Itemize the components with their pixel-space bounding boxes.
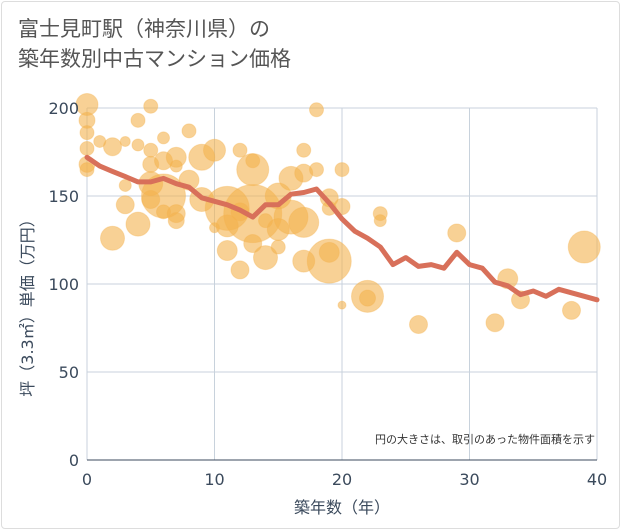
transaction-bubble — [232, 142, 248, 158]
bubble-size-note: 円の大きさは、取引のあった物件面積を示す — [375, 432, 595, 446]
transaction-bubble — [359, 289, 376, 307]
x-tick-label: 0 — [82, 470, 92, 489]
x-tick-label: 40 — [587, 470, 607, 489]
transaction-bubble — [131, 138, 145, 152]
transaction-bubble — [143, 142, 159, 158]
transaction-bubble — [143, 98, 159, 114]
transaction-bubble — [567, 230, 601, 264]
x-axis-ticks: 0 10 20 30 40 — [82, 470, 607, 489]
average-price-polyline — [84, 154, 600, 303]
y-tick-label: 150 — [48, 187, 79, 206]
transaction-bubble — [485, 313, 505, 333]
transaction-bubble — [309, 102, 324, 118]
transaction-bubble — [409, 314, 428, 334]
transaction-bubble — [270, 239, 286, 255]
transaction-bubble — [115, 195, 135, 215]
transaction-bubble — [337, 300, 347, 310]
transaction-bubbles — [75, 92, 601, 334]
y-tick-label: 100 — [48, 275, 79, 294]
y-axis-ticks: 0 50 100 150 200 — [48, 99, 79, 470]
chart-title-line-1: 富士見町駅（神奈川県）の — [18, 17, 270, 41]
transaction-bubble — [288, 206, 320, 238]
y-tick-label: 200 — [48, 99, 79, 118]
transaction-bubble — [447, 223, 467, 243]
transaction-bubble — [562, 300, 581, 320]
chart-title: 富士見町駅（神奈川県）の 築年数別中古マンション価格 — [18, 14, 291, 74]
transaction-bubble — [169, 159, 183, 173]
transaction-bubble — [118, 178, 132, 192]
transaction-bubble — [216, 240, 238, 262]
transaction-bubble — [103, 137, 122, 157]
y-tick-label: 50 — [59, 363, 79, 382]
transaction-bubble — [130, 112, 146, 128]
transaction-bubble — [309, 162, 324, 178]
transaction-bubble — [79, 140, 95, 156]
transaction-bubble — [79, 162, 95, 178]
x-tick-label: 20 — [332, 470, 352, 489]
transaction-bubble — [230, 260, 250, 280]
transaction-bubble — [167, 212, 185, 230]
transaction-bubble — [306, 238, 352, 284]
transaction-bubble — [373, 214, 387, 228]
transaction-bubble — [119, 135, 131, 147]
transaction-bubble — [79, 125, 95, 141]
y-tick-label: 0 — [69, 451, 79, 470]
transaction-bubble — [334, 162, 350, 178]
transaction-bubble — [181, 123, 197, 139]
x-axis-label: 築年数（年） — [294, 498, 390, 517]
y-axis-label: 坪（3.3㎡）単価（万円） — [18, 211, 37, 396]
transaction-bubble — [203, 138, 226, 162]
transaction-bubble — [100, 225, 125, 251]
average-price-line — [84, 154, 600, 303]
x-tick-label: 10 — [204, 470, 224, 489]
x-tick-label: 30 — [459, 470, 479, 489]
chart-title-line-2: 築年数別中古マンション価格 — [18, 47, 291, 71]
transaction-bubble — [157, 131, 170, 145]
transaction-bubble — [296, 142, 312, 158]
transaction-bubble — [243, 234, 263, 254]
transaction-bubble — [236, 153, 270, 187]
transaction-bubble — [125, 211, 151, 237]
transaction-bubble — [253, 245, 278, 271]
